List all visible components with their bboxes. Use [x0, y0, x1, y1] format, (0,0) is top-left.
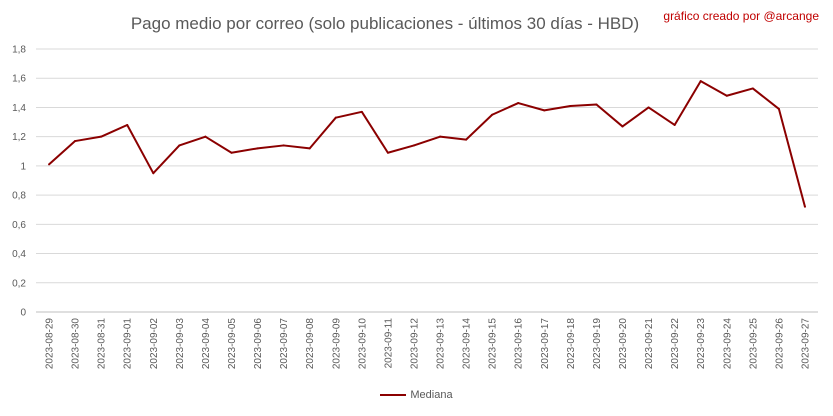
x-tick-label: 2023-08-30 — [71, 318, 82, 370]
data-point — [491, 113, 494, 116]
data-point — [100, 135, 103, 138]
data-point — [152, 172, 155, 175]
x-tick-label: 2023-09-20 — [618, 318, 629, 370]
data-point — [439, 135, 442, 138]
data-point — [621, 125, 624, 128]
x-tick-label: 2023-08-29 — [45, 318, 56, 370]
data-point — [74, 140, 77, 143]
x-tick-label: 2023-09-27 — [800, 318, 811, 370]
legend: Mediana — [0, 389, 833, 401]
x-tick-label: 2023-09-18 — [566, 318, 577, 370]
y-tick-label: 0 — [20, 308, 26, 319]
series-line-mediana — [48, 80, 806, 208]
x-tick-label: 2023-09-15 — [488, 318, 499, 370]
data-point — [517, 102, 520, 105]
y-tick-label: 1,2 — [12, 132, 26, 143]
x-tick-label: 2023-09-24 — [722, 318, 733, 370]
data-point — [412, 144, 415, 147]
x-tick-label: 2023-09-05 — [227, 318, 238, 370]
x-tick-label: 2023-09-08 — [305, 318, 316, 370]
x-tick-label: 2023-09-19 — [592, 318, 603, 370]
y-tick-label: 1,6 — [12, 74, 26, 85]
data-point — [178, 144, 181, 147]
data-point — [204, 135, 207, 138]
data-point — [777, 107, 780, 110]
x-tick-label: 2023-09-14 — [462, 318, 473, 370]
x-tick-label: 2023-09-21 — [644, 318, 655, 370]
data-point — [751, 87, 754, 90]
x-tick-label: 2023-09-10 — [357, 318, 368, 370]
x-tick-label: 2023-09-07 — [279, 318, 290, 370]
x-tick-label: 2023-09-01 — [123, 318, 134, 370]
y-tick-label: 0,4 — [12, 249, 26, 260]
x-tick-label: 2023-09-03 — [175, 318, 186, 370]
data-point — [230, 151, 233, 154]
data-point — [699, 80, 702, 83]
data-point — [465, 138, 468, 141]
chart-title: Pago medio por correo (solo publicacione… — [130, 14, 640, 33]
y-tick-label: 0,6 — [12, 220, 26, 231]
data-point — [386, 151, 389, 154]
legend-label: Mediana — [410, 389, 453, 401]
x-tick-label: 2023-09-06 — [253, 318, 264, 370]
data-point — [725, 94, 728, 97]
y-tick-label: 1 — [20, 161, 26, 172]
x-tick-label: 2023-09-26 — [774, 318, 785, 370]
chart-credit: gráfico creado por @arcange — [663, 9, 819, 23]
x-tick-label: 2023-09-09 — [331, 318, 342, 370]
legend-swatch — [380, 394, 407, 397]
y-tick-label: 1,8 — [12, 45, 26, 56]
y-tick-label: 0,2 — [12, 278, 26, 289]
x-tick-label: 2023-09-22 — [670, 318, 681, 370]
y-tick-label: 0,8 — [12, 191, 26, 202]
data-point — [803, 205, 806, 208]
x-tick-label: 2023-09-04 — [201, 318, 212, 370]
data-point — [282, 144, 285, 147]
data-point — [673, 123, 676, 126]
x-tick-label: 2023-09-17 — [540, 318, 551, 370]
data-point — [543, 109, 546, 112]
y-tick-label: 1,4 — [12, 103, 26, 114]
data-point — [126, 123, 129, 126]
x-tick-label: 2023-08-31 — [97, 318, 108, 370]
data-point — [360, 110, 363, 113]
x-tick-label: 2023-09-23 — [696, 318, 707, 370]
x-tick-label: 2023-09-02 — [149, 318, 160, 370]
data-point — [569, 104, 572, 107]
x-tick-label: 2023-09-25 — [748, 318, 759, 370]
data-point — [256, 147, 259, 150]
x-tick-label: 2023-09-11 — [383, 318, 394, 369]
data-point — [308, 147, 311, 150]
x-tick-label: 2023-09-13 — [436, 318, 447, 370]
data-point — [48, 163, 51, 166]
x-tick-label: 2023-09-12 — [409, 318, 420, 370]
x-tick-label: 2023-09-16 — [514, 318, 525, 370]
data-point — [334, 116, 337, 119]
data-point — [647, 106, 650, 109]
data-point — [595, 103, 598, 106]
